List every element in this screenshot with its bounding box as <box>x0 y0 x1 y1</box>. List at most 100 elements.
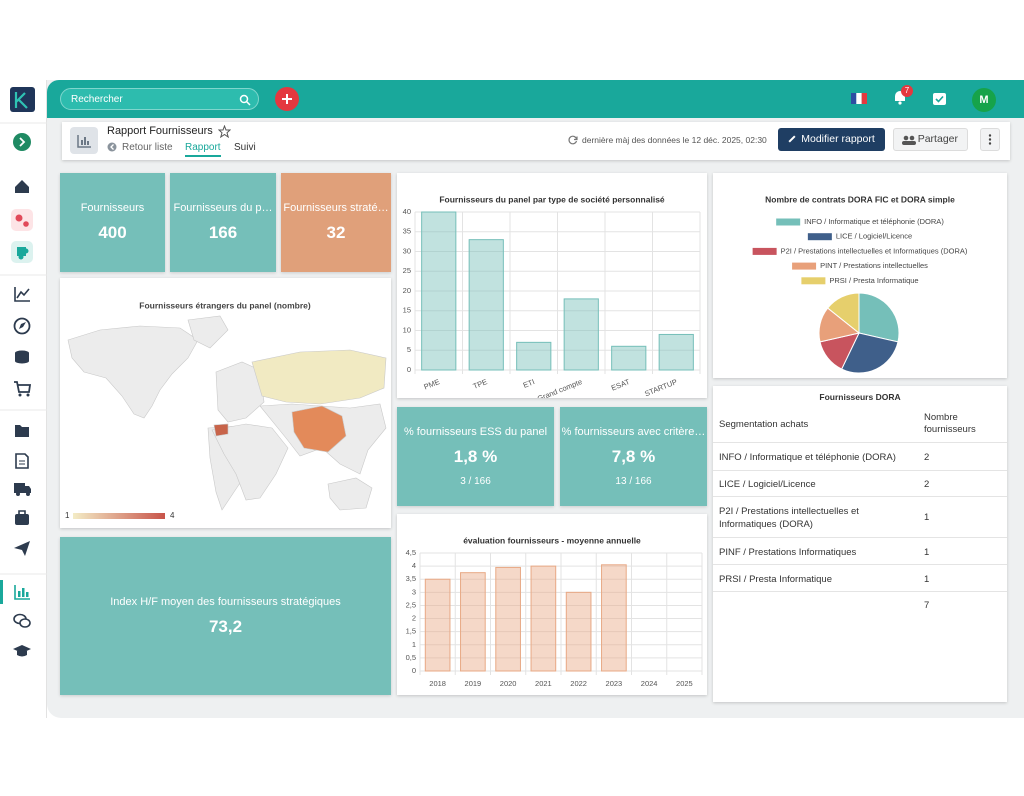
world-map: Fournisseurs étrangers du panel (nombre)… <box>65 300 387 520</box>
kpi-tile[interactable]: Index H/F moyen des fournisseurs stratég… <box>60 537 391 695</box>
pie-slice <box>840 332 899 374</box>
nav-messages[interactable] <box>13 613 31 628</box>
table-cell: PINF / Prestations Informatiques <box>719 547 857 558</box>
nav-settings[interactable] <box>11 209 33 231</box>
y-tick-label: 25 <box>403 266 411 275</box>
y-tick-label: 0,5 <box>406 653 416 662</box>
nav-send[interactable] <box>14 541 30 556</box>
bar <box>516 341 552 371</box>
bar <box>460 572 486 672</box>
add-button[interactable] <box>274 87 300 113</box>
nav-purchases[interactable] <box>14 381 32 397</box>
kpi-value: 73,2 <box>208 616 243 636</box>
kpi-detail: 3 / 166 <box>460 476 491 487</box>
nav-home[interactable] <box>15 180 29 193</box>
legend-swatch <box>807 233 832 241</box>
tasks-icon[interactable] <box>933 93 946 105</box>
bar <box>658 333 694 371</box>
avatar[interactable]: M <box>972 88 996 112</box>
pie-slice <box>858 292 900 343</box>
logo[interactable] <box>10 87 35 112</box>
y-tick-label: 10 <box>403 325 411 334</box>
legend-max: 4 <box>170 511 175 520</box>
table-cell: 2 <box>924 452 930 463</box>
notification-badge: 7 <box>901 85 913 97</box>
kpi-value: 166 <box>208 223 238 242</box>
report-title: Rapport Fournisseurs <box>107 125 213 137</box>
kpi-tile[interactable]: % fournisseurs ESS du panel 1,8 % 3 / 166 <box>397 407 554 506</box>
table-header: Segmentation achats <box>719 419 809 430</box>
chart-card: Fournisseurs du panel par type de sociét… <box>397 173 707 403</box>
kpi-tile[interactable]: Fournisseurs du p… 166 <box>170 173 276 272</box>
back-icon[interactable] <box>107 142 117 152</box>
kpi-tile[interactable]: Fournisseurs 400 <box>60 173 165 272</box>
x-tick-label: STARTUP <box>643 377 678 398</box>
nav-modules[interactable] <box>11 241 33 263</box>
x-tick-label: 2021 <box>535 679 552 688</box>
legend-label: PRSI / Presta Informatique <box>829 276 918 285</box>
table-row: PINF / Prestations Informatiques 1 <box>713 537 1007 565</box>
share-button[interactable]: Partager <box>893 128 968 151</box>
more-button[interactable] <box>980 128 1000 151</box>
last-update: dernière màj des données le 12 déc. 2025… <box>582 135 767 145</box>
x-tick-label: ETI <box>522 377 536 390</box>
legend-label: INFO / Informatique et téléphonie (DORA) <box>804 217 944 226</box>
nav-delivery[interactable] <box>14 483 31 496</box>
nav-folders[interactable] <box>15 425 29 437</box>
back-link[interactable]: Retour liste <box>122 142 173 153</box>
search-icon <box>239 94 251 106</box>
table-cell: 1 <box>924 512 930 523</box>
tab[interactable]: Suivi <box>234 142 256 153</box>
kpi-tile[interactable]: % fournisseurs avec critère… 7,8 % 13 / 16… <box>560 407 707 506</box>
y-tick-label: 20 <box>403 286 411 295</box>
map-region <box>291 405 347 453</box>
bar <box>468 239 504 371</box>
kpi-label: % fournisseurs ESS du panel <box>403 426 548 438</box>
share-icon <box>902 135 916 145</box>
nav-analytics[interactable] <box>14 287 30 302</box>
x-tick-label: Grand compte <box>536 377 583 398</box>
table-card: Fournisseurs DORA Segmentation achats No… <box>713 386 1007 702</box>
nav-training[interactable] <box>13 645 31 657</box>
bar <box>495 566 521 672</box>
nav-reports[interactable] <box>0 580 30 604</box>
edit-button[interactable]: Modifier rapport <box>778 128 885 151</box>
y-tick-label: 0 <box>412 666 416 675</box>
table-cell: P2I / Prestations intellectuelles et Inf… <box>719 506 859 530</box>
y-tick-label: 1,5 <box>406 627 416 636</box>
language-flag[interactable] <box>851 93 867 104</box>
y-tick-label: 40 <box>403 207 411 216</box>
report-icon <box>70 127 98 154</box>
collapse-button[interactable] <box>13 133 31 151</box>
tab-active[interactable]: Rapport <box>185 142 221 157</box>
table-cell: 2 <box>924 479 930 490</box>
bar <box>565 591 592 672</box>
table-cell: 1 <box>924 547 930 558</box>
search-placeholder: Rechercher <box>71 94 123 105</box>
favorite-star[interactable] <box>218 125 231 138</box>
nav-finance[interactable] <box>15 350 29 364</box>
kpi-label: Fournisseurs du p… <box>173 202 273 214</box>
kpi-tile[interactable]: Fournisseurs straté… 32 <box>281 173 391 272</box>
x-tick-label: TPE <box>472 377 489 391</box>
legend-min: 1 <box>65 511 70 520</box>
x-tick-label: ESAT <box>610 377 631 393</box>
nav-documents[interactable] <box>15 453 29 469</box>
nav-explore[interactable] <box>13 317 31 335</box>
nav-suppliers[interactable] <box>15 510 29 525</box>
x-tick-label: 2022 <box>570 679 587 688</box>
x-tick-label: 2024 <box>641 679 658 688</box>
chart-card: évaluation fournisseurs - moyenne annuel… <box>397 514 707 695</box>
y-tick-label: 0 <box>407 365 411 374</box>
table-header: Nombre fournisseurs <box>924 412 976 435</box>
legend-swatch <box>801 277 826 285</box>
map-region <box>251 349 387 405</box>
kpi-label: Fournisseurs <box>80 202 145 214</box>
search-box[interactable]: Rechercher <box>60 88 259 110</box>
edit-button-label: Modifier rapport <box>801 133 875 145</box>
pie-chart: Nombre de contrats DORA FIC et DORA simp… <box>752 194 968 374</box>
table-cell: LICE / Logiciel/Licence <box>719 479 816 490</box>
table-cell: 1 <box>924 574 930 585</box>
legend-swatch <box>752 247 777 255</box>
